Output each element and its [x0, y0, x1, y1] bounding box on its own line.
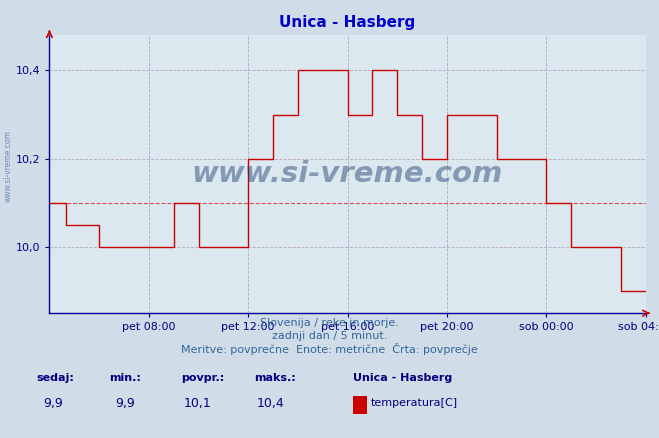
Text: min.:: min.: — [109, 373, 140, 383]
Text: Unica - Hasberg: Unica - Hasberg — [353, 373, 452, 383]
Text: maks.:: maks.: — [254, 373, 295, 383]
Title: Unica - Hasberg: Unica - Hasberg — [279, 15, 416, 30]
Text: 9,9: 9,9 — [43, 397, 63, 410]
Text: 10,4: 10,4 — [256, 397, 284, 410]
Text: temperatura[C]: temperatura[C] — [371, 398, 458, 408]
Text: 9,9: 9,9 — [115, 397, 135, 410]
Text: zadnji dan / 5 minut.: zadnji dan / 5 minut. — [272, 332, 387, 342]
Text: 10,1: 10,1 — [184, 397, 212, 410]
Text: Slovenija / reke in morje.: Slovenija / reke in morje. — [260, 318, 399, 328]
Text: www.si-vreme.com: www.si-vreme.com — [192, 160, 503, 188]
Text: www.si-vreme.com: www.si-vreme.com — [3, 131, 13, 202]
Text: povpr.:: povpr.: — [181, 373, 225, 383]
Text: Meritve: povprečne  Enote: metrične  Črta: povprečje: Meritve: povprečne Enote: metrične Črta:… — [181, 343, 478, 355]
Text: sedaj:: sedaj: — [36, 373, 74, 383]
